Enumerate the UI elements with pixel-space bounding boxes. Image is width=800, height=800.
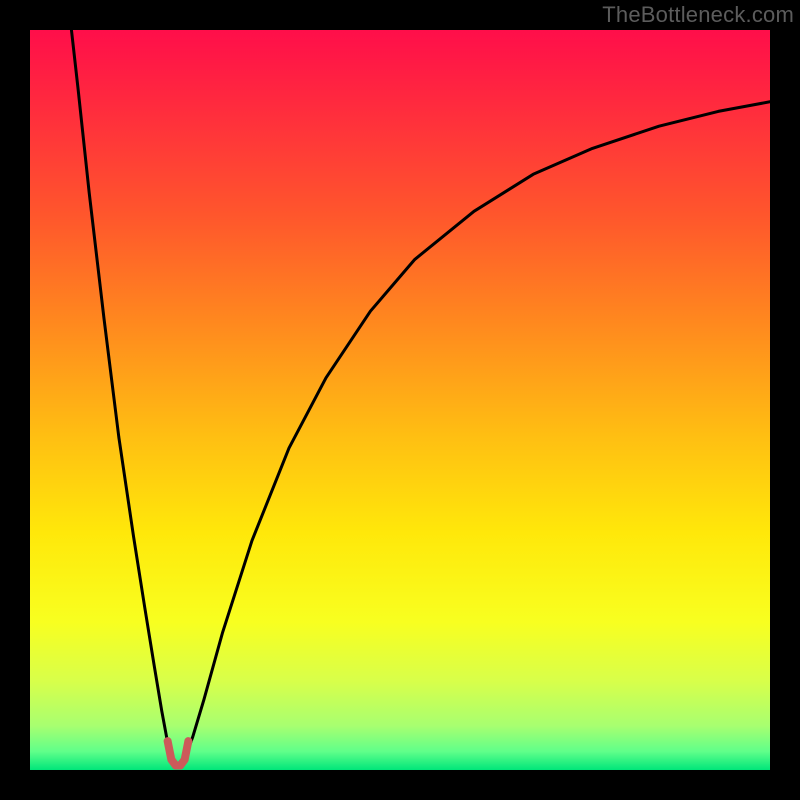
- chart-root: { "watermark": { "text": "TheBottleneck.…: [0, 0, 800, 800]
- bottom-u-marker: [168, 741, 189, 765]
- bottleneck-curve: [71, 30, 770, 766]
- plot-svg-layer: [30, 30, 770, 770]
- plot-area: [30, 30, 770, 770]
- watermark-text: TheBottleneck.com: [602, 2, 794, 28]
